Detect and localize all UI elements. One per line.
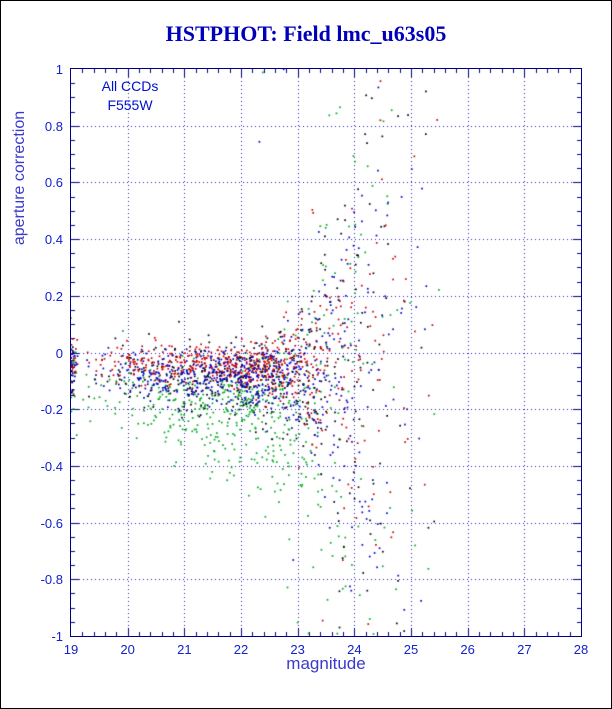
y-tick-label: 0 — [55, 345, 63, 361]
x-axis-label: magnitude — [286, 654, 366, 673]
scatter-canvas — [70, 68, 582, 637]
x-tick-label: 19 — [63, 642, 79, 657]
x-tick-label: 20 — [120, 642, 135, 657]
y-tick-label: -0.6 — [40, 515, 63, 531]
x-tick-label: 24 — [347, 642, 362, 657]
annotation-line-ccds: All CCDs — [101, 78, 159, 94]
x-tick-label: 28 — [573, 642, 589, 657]
y-tick-label: 0.4 — [44, 232, 63, 248]
x-tick-label: 23 — [290, 642, 305, 657]
x-tick-label: 26 — [460, 642, 475, 657]
y-tick-label: -0.4 — [40, 458, 63, 474]
plot-annotation: All CCDs F555W — [84, 77, 176, 115]
x-tick-label: 21 — [177, 642, 192, 657]
annotation-line-filter: F555W — [107, 97, 153, 113]
x-tick-label: 27 — [517, 642, 532, 657]
chart-title: HSTPHOT: Field lmc_u63s05 — [165, 21, 447, 46]
y-tick-label: 0.2 — [44, 288, 63, 304]
y-tick-label: -0.2 — [40, 402, 63, 418]
y-tick-label: 0.6 — [44, 175, 63, 191]
y-tick-label: -1 — [51, 629, 63, 644]
x-tick-label: 25 — [403, 642, 419, 657]
y-tick-label: 0.8 — [44, 118, 63, 134]
y-tick-label: 1 — [55, 62, 63, 77]
y-tick-label: -0.8 — [40, 572, 63, 588]
x-tick-label: 22 — [233, 642, 249, 657]
